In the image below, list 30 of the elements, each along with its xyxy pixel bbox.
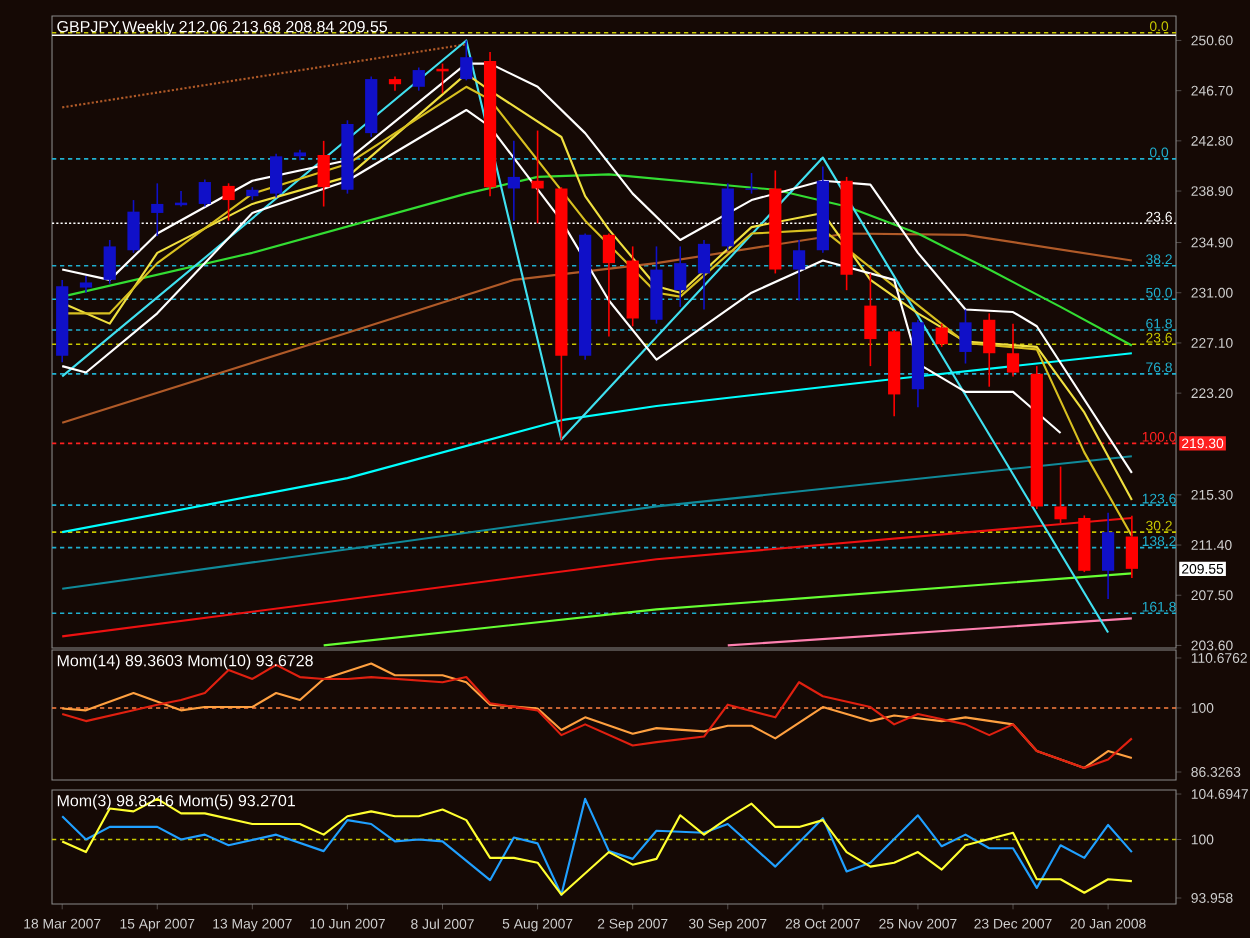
candlestick bbox=[1006, 322, 1020, 378]
candlestick bbox=[412, 66, 425, 92]
candlestick bbox=[745, 172, 758, 195]
candlestick bbox=[531, 129, 544, 225]
candlestick bbox=[697, 239, 711, 311]
candlestick bbox=[151, 182, 164, 237]
line-series bbox=[61, 352, 1133, 534]
candlestick bbox=[270, 152, 283, 199]
candlestick bbox=[127, 199, 140, 254]
candlestick bbox=[935, 322, 948, 348]
chart-title: GBPJPY,Weekly 212.06 213.68 208.84 209.55 bbox=[57, 20, 388, 36]
candlestick bbox=[507, 140, 520, 222]
candlestick bbox=[792, 239, 806, 302]
candlestick bbox=[1054, 465, 1067, 524]
candlestick bbox=[222, 182, 235, 222]
candlestick bbox=[460, 39, 473, 82]
candlestick bbox=[103, 239, 116, 285]
line-series bbox=[61, 39, 1110, 634]
candlestick bbox=[1125, 514, 1138, 579]
candlestick bbox=[674, 245, 687, 308]
candlestick bbox=[198, 178, 211, 208]
chart-title: Mom(14) 89.3603 Mom(10) 93.6728 bbox=[57, 654, 313, 670]
candlestick bbox=[983, 312, 996, 388]
candlestick bbox=[317, 140, 330, 208]
candlestick bbox=[864, 272, 877, 367]
candlestick bbox=[1101, 512, 1115, 600]
candlestick bbox=[959, 308, 972, 365]
candlestick bbox=[602, 232, 616, 338]
line-series bbox=[61, 797, 1133, 896]
line-series bbox=[61, 232, 1133, 424]
